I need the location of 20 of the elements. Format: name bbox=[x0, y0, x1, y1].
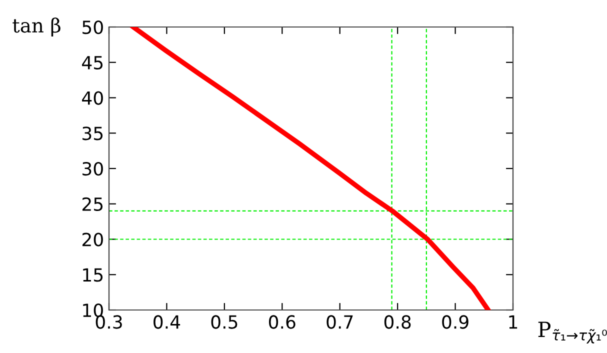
x-axis-title: P$_{τ̃₁→τχ̃₁⁰}$ bbox=[538, 322, 607, 344]
y-tick-label: 20 bbox=[82, 232, 103, 246]
x-tick-label: 0.8 bbox=[384, 315, 411, 329]
x-tick-label: 0.4 bbox=[154, 315, 180, 329]
y-tick-label: 35 bbox=[82, 126, 103, 140]
y-tick-label: 50 bbox=[82, 20, 103, 34]
y-tick-label: 10 bbox=[83, 303, 103, 318]
y-axis-title: tan β bbox=[12, 18, 60, 36]
y-tick-label: 40 bbox=[82, 91, 103, 105]
x-tick-label: 0.6 bbox=[268, 315, 296, 329]
x-tick-label: 0.7 bbox=[326, 315, 353, 329]
x-tick-label: 1 bbox=[509, 315, 518, 329]
x-tick-label: 0.3 bbox=[96, 315, 122, 329]
x-tick-label: 0.9 bbox=[442, 315, 468, 329]
y-tick-label: 30 bbox=[82, 162, 103, 176]
y-tick-label: 25 bbox=[82, 197, 103, 211]
y-tick-label: 15 bbox=[83, 268, 103, 282]
x-tick-label: 0.5 bbox=[211, 315, 238, 329]
y-tick-label: 45 bbox=[82, 56, 103, 70]
line-series bbox=[130, 27, 491, 310]
